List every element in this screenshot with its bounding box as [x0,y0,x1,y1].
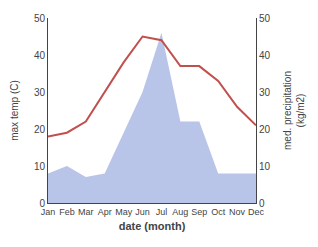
svg-text:0: 0 [39,198,45,209]
svg-text:30: 30 [259,87,271,98]
svg-text:Sep: Sep [191,207,207,217]
svg-text:Mar: Mar [78,207,94,217]
svg-text:Oct: Oct [211,207,226,217]
svg-text:50: 50 [259,13,271,24]
svg-text:Feb: Feb [59,207,75,217]
svg-text:max temp (C): max temp (C) [9,80,20,141]
svg-text:20: 20 [34,124,46,135]
svg-text:40: 40 [34,50,46,61]
svg-text:40: 40 [259,50,271,61]
svg-text:Jan: Jan [41,207,56,217]
svg-text:Nov: Nov [229,207,246,217]
svg-text:May: May [115,207,133,217]
svg-text:10: 10 [259,161,271,172]
svg-text:50: 50 [34,13,46,24]
svg-text:Jun: Jun [135,207,150,217]
svg-text:0: 0 [259,198,265,209]
svg-text:date (month): date (month) [119,220,186,232]
svg-text:Aug: Aug [172,207,188,217]
svg-text:Jul: Jul [156,207,168,217]
svg-text:20: 20 [259,124,271,135]
svg-text:med. precipitation(kg/m2): med. precipitation(kg/m2) [282,71,306,150]
svg-text:Apr: Apr [98,207,112,217]
svg-text:10: 10 [34,161,46,172]
svg-text:30: 30 [34,87,46,98]
svg-text:Dec: Dec [248,207,265,217]
